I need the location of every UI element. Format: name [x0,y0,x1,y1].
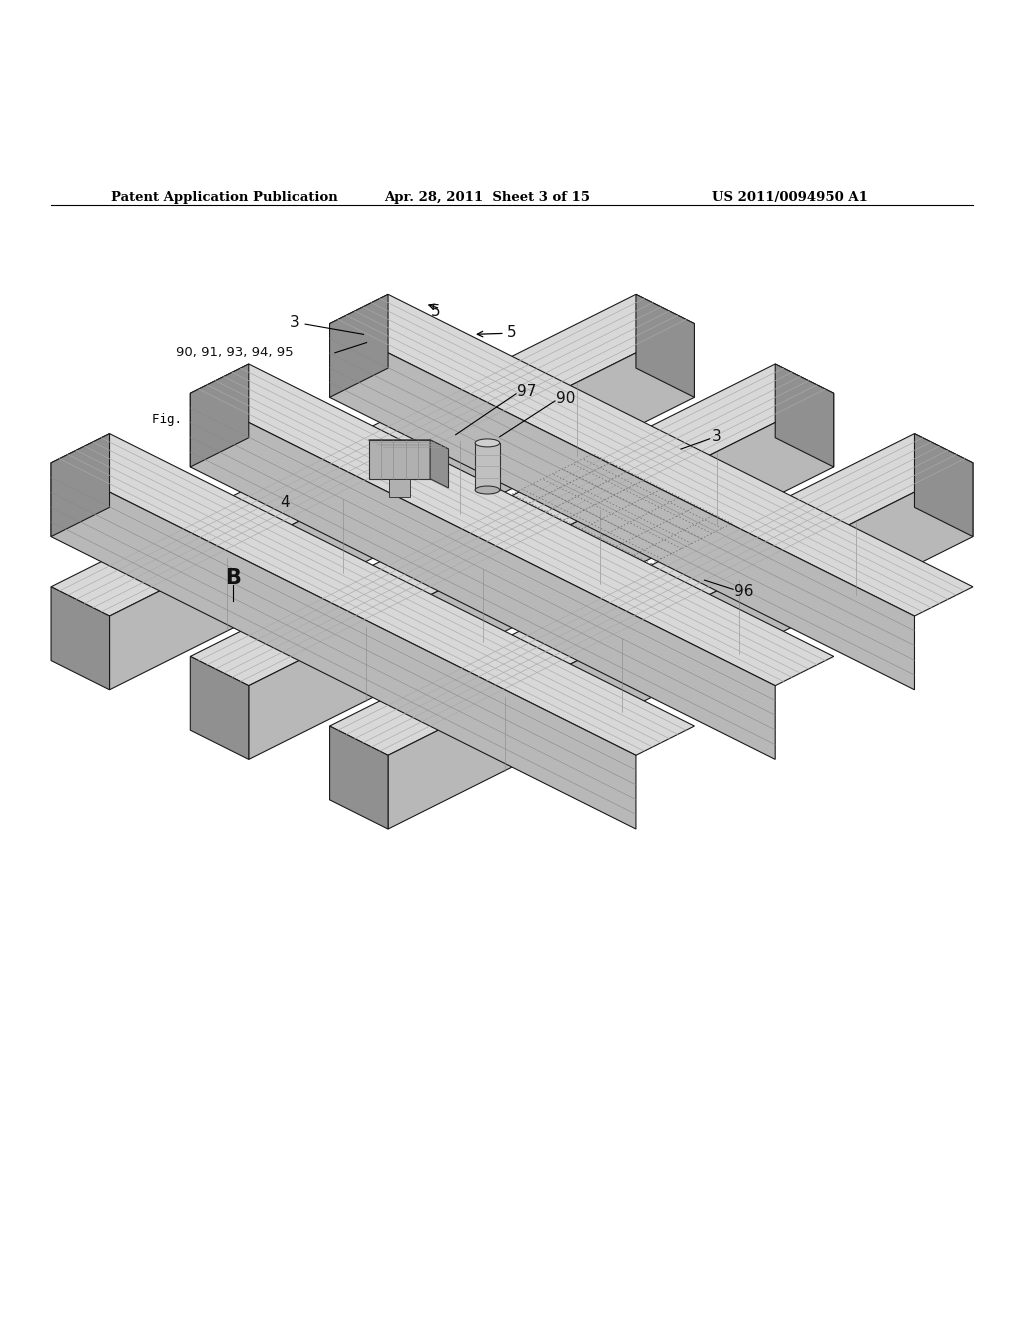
Polygon shape [389,479,410,498]
Polygon shape [914,433,973,537]
Polygon shape [190,656,249,759]
Polygon shape [190,364,834,685]
Polygon shape [330,294,973,616]
Text: 96: 96 [734,583,754,599]
Polygon shape [388,463,973,829]
Polygon shape [51,463,636,829]
Polygon shape [110,323,694,690]
Polygon shape [51,587,110,690]
Polygon shape [51,433,110,537]
Text: 90, 91, 93, 94, 95: 90, 91, 93, 94, 95 [176,346,294,359]
Text: 90: 90 [556,391,575,407]
Polygon shape [430,440,449,488]
Polygon shape [636,294,694,397]
Text: 97: 97 [517,384,537,399]
Text: B: B [225,568,242,589]
Polygon shape [330,323,914,690]
Ellipse shape [475,486,500,494]
Text: 3: 3 [712,429,722,445]
Text: Apr. 28, 2011  Sheet 3 of 15: Apr. 28, 2011 Sheet 3 of 15 [384,190,590,203]
Text: Patent Application Publication: Patent Application Publication [111,190,337,203]
Text: 3: 3 [290,314,300,330]
Text: Fig. 4: Fig. 4 [152,413,197,426]
Polygon shape [51,433,694,755]
Polygon shape [775,364,834,467]
Polygon shape [190,364,834,685]
Polygon shape [190,364,249,467]
Polygon shape [369,440,449,449]
Text: US 2011/0094950 A1: US 2011/0094950 A1 [712,190,867,203]
Ellipse shape [475,440,500,447]
Polygon shape [330,294,388,397]
Polygon shape [51,294,694,616]
Polygon shape [475,444,500,490]
Polygon shape [249,393,834,759]
Polygon shape [369,440,430,479]
Text: 5: 5 [430,305,440,319]
Text: 5: 5 [507,325,516,339]
Polygon shape [330,433,973,755]
Polygon shape [330,726,388,829]
Polygon shape [190,393,775,759]
Text: 4: 4 [280,495,290,510]
